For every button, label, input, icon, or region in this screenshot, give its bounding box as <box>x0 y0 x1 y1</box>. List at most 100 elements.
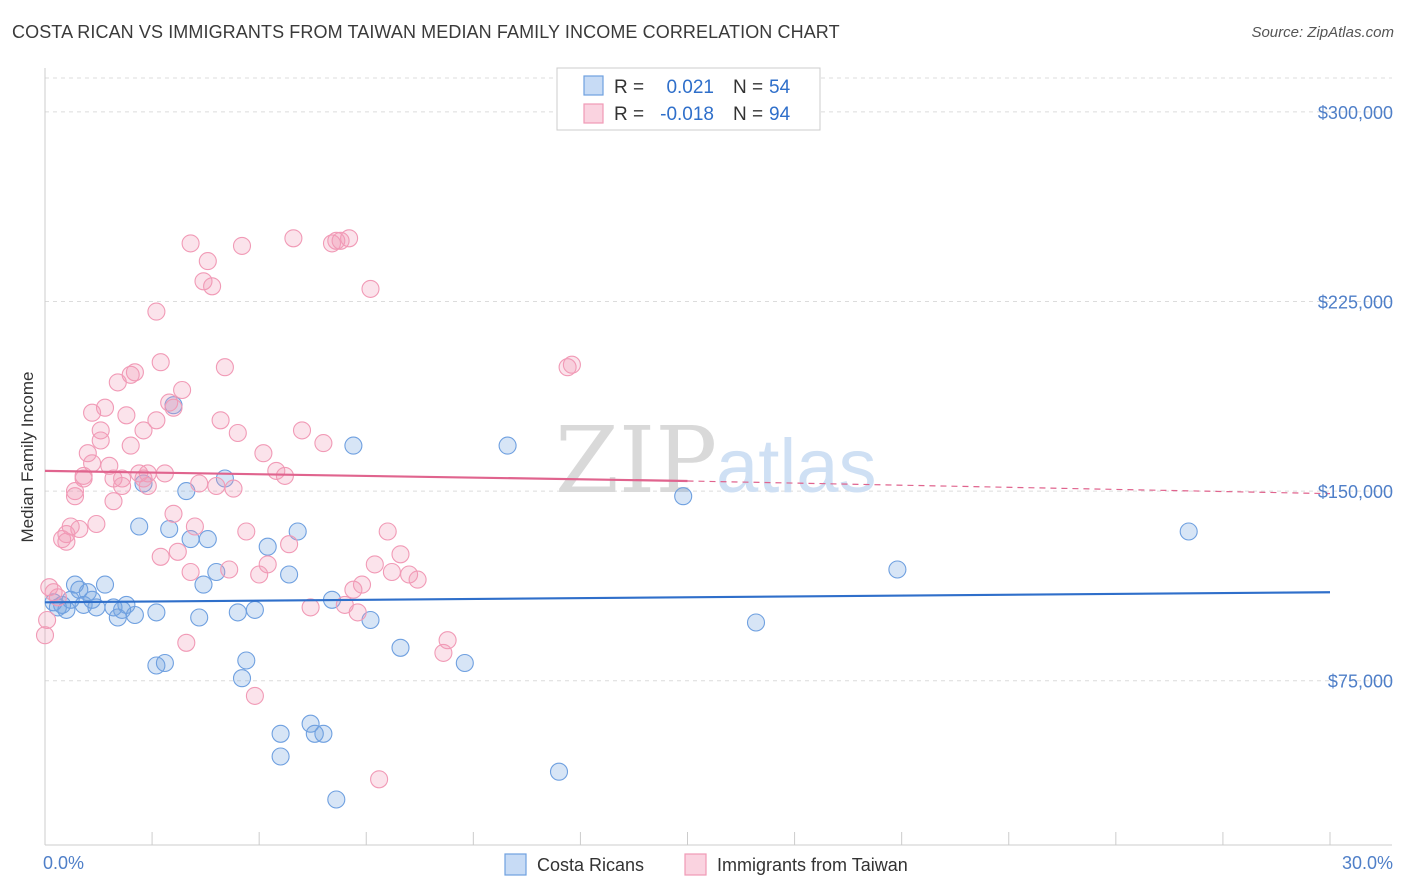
watermark: ZIP atlas <box>555 407 877 514</box>
trend-line-taiwan-extension <box>687 480 1331 495</box>
point-costa-ricans <box>228 603 247 622</box>
point-taiwan <box>284 229 303 248</box>
point-taiwan <box>151 353 170 372</box>
point-taiwan <box>181 562 200 582</box>
watermark-atlas: atlas <box>716 424 877 509</box>
point-taiwan <box>185 517 204 536</box>
source-label: Source: ZipAtlas.com <box>1251 24 1394 41</box>
point-taiwan <box>147 302 166 321</box>
chart-title: COSTA RICAN VS IMMIGRANTS FROM TAIWAN ME… <box>12 22 840 42</box>
point-costa-ricans <box>198 530 217 549</box>
point-taiwan <box>237 522 256 541</box>
point-taiwan <box>117 406 136 425</box>
point-taiwan <box>121 436 140 455</box>
point-taiwan <box>194 272 213 291</box>
point-taiwan <box>138 476 157 496</box>
x-tick-label: 30.0% <box>1342 853 1393 873</box>
point-taiwan <box>365 555 384 574</box>
point-taiwan <box>370 770 389 789</box>
stats-n-label-2: N = <box>733 104 763 125</box>
axes <box>44 68 1392 846</box>
point-costa-ricans <box>314 724 333 743</box>
point-taiwan <box>134 421 153 440</box>
stats-r-label-2: R = <box>614 104 644 125</box>
point-taiwan <box>203 277 222 296</box>
point-taiwan <box>83 454 102 473</box>
point-taiwan <box>151 547 170 566</box>
point-taiwan <box>91 421 110 440</box>
point-taiwan <box>344 580 363 599</box>
point-costa-ricans <box>155 653 174 673</box>
point-taiwan <box>408 570 427 589</box>
point-taiwan <box>438 631 457 650</box>
point-costa-ricans <box>271 724 290 743</box>
point-taiwan <box>254 444 273 463</box>
point-taiwan <box>314 434 333 453</box>
y-tick-label: $75,000 <box>1328 672 1393 692</box>
stats-r-value-1: 0.021 <box>666 77 714 98</box>
point-costa-ricans <box>301 714 320 733</box>
point-taiwan <box>198 252 217 271</box>
stats-legend-swatch-blue <box>583 75 604 96</box>
y-tick-label: $300,000 <box>1318 103 1393 123</box>
trend-line-taiwan <box>44 469 688 483</box>
point-taiwan <box>224 479 243 498</box>
point-taiwan <box>220 560 239 579</box>
point-taiwan <box>104 492 123 511</box>
trend-line-costa-ricans <box>44 591 1331 604</box>
point-taiwan <box>125 363 144 382</box>
point-taiwan <box>280 535 299 554</box>
point-taiwan <box>391 545 410 564</box>
point-costa-ricans <box>888 560 907 579</box>
y-tick-label: $150,000 <box>1318 482 1393 502</box>
point-costa-ricans <box>327 790 346 809</box>
point-costa-ricans <box>125 605 144 625</box>
point-taiwan <box>91 431 110 450</box>
y-tick-label: $225,000 <box>1318 293 1393 313</box>
point-taiwan <box>215 358 234 377</box>
point-taiwan <box>95 398 115 417</box>
point-taiwan <box>38 610 57 630</box>
point-taiwan <box>181 234 200 253</box>
point-costa-ricans <box>232 669 252 688</box>
point-costa-ricans <box>271 747 290 766</box>
point-taiwan <box>113 476 132 496</box>
legend-swatch-costa-ricans <box>504 853 527 876</box>
point-taiwan <box>168 542 187 561</box>
point-costa-ricans <box>95 575 115 594</box>
point-taiwan <box>70 519 89 539</box>
point-taiwan <box>78 444 97 463</box>
point-taiwan <box>164 504 183 523</box>
point-costa-ricans <box>245 600 264 619</box>
point-costa-ricans <box>391 638 410 657</box>
point-taiwan <box>65 482 85 501</box>
point-taiwan <box>211 411 230 430</box>
point-taiwan <box>228 423 247 443</box>
stats-legend-swatch-pink <box>583 103 604 124</box>
point-taiwan <box>190 474 209 493</box>
point-costa-ricans <box>1179 522 1198 541</box>
point-taiwan <box>361 279 380 298</box>
point-taiwan <box>164 398 183 417</box>
point-taiwan <box>562 355 581 374</box>
point-taiwan <box>292 421 312 440</box>
stats-r-value-2: -0.018 <box>660 104 714 125</box>
bottom-legend: Costa Ricans Immigrants from Taiwan <box>504 853 908 876</box>
point-taiwan <box>400 565 419 584</box>
stats-n-value-1: 54 <box>769 77 791 98</box>
point-taiwan <box>57 532 76 551</box>
stats-n-value-2: 94 <box>769 104 791 125</box>
point-costa-ricans <box>746 613 766 632</box>
point-taiwan <box>258 555 277 574</box>
point-costa-ricans <box>674 487 693 506</box>
point-taiwan <box>207 476 226 496</box>
x-tick-labels: 0.0% 30.0% <box>43 853 1393 873</box>
point-taiwan <box>340 229 359 248</box>
point-costa-ricans <box>237 651 256 670</box>
point-taiwan <box>87 514 106 534</box>
legend-label-taiwan: Immigrants from Taiwan <box>717 855 908 875</box>
point-taiwan <box>232 236 252 255</box>
point-taiwan <box>301 598 320 617</box>
point-costa-ricans <box>130 517 149 536</box>
